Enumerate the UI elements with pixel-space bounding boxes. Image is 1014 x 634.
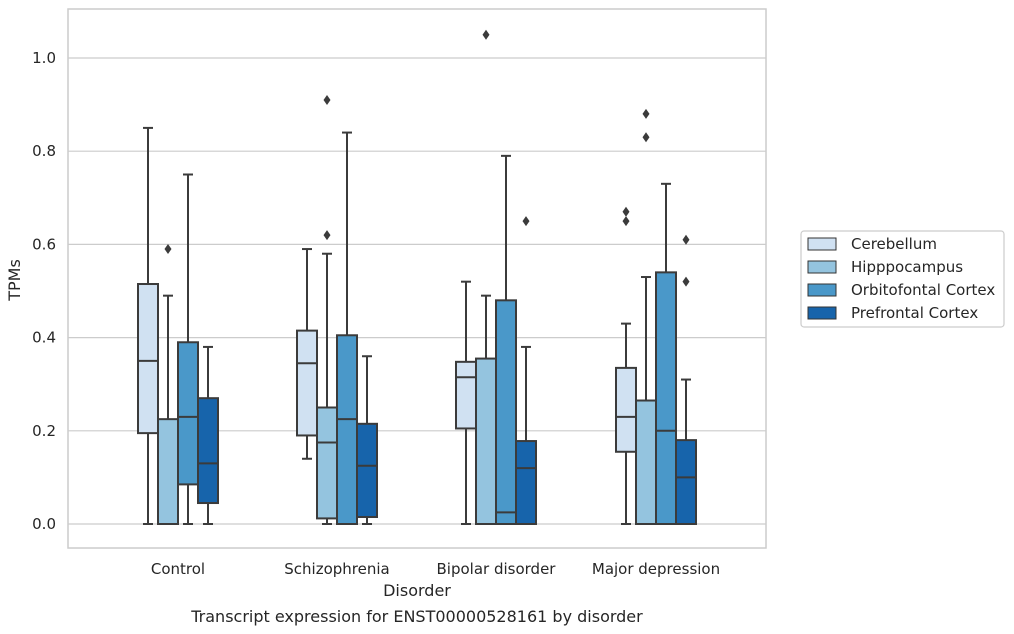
outlier-point — [642, 132, 650, 143]
outlier-point — [622, 206, 630, 217]
box-body — [495, 299, 517, 525]
y-tick-labels: 0.0 0.2 0.4 0.6 0.8 1.0 — [32, 49, 56, 533]
box-body — [515, 440, 537, 525]
y-tick-label: 0.2 — [32, 422, 56, 440]
box — [197, 345, 219, 525]
box-body — [356, 422, 378, 519]
series-hipppocampus — [157, 29, 657, 526]
box — [475, 29, 497, 525]
outlier-point — [522, 216, 530, 227]
box-body — [455, 360, 477, 430]
series-cerebellum — [137, 126, 637, 525]
legend-frame — [800, 230, 1005, 328]
box — [177, 173, 199, 525]
box-body — [137, 283, 159, 435]
outlier-point — [482, 29, 490, 40]
box — [495, 154, 517, 525]
x-axis-label: Disorder — [383, 581, 451, 600]
outlier-point — [622, 216, 630, 227]
series-prefrontal-cortex — [197, 216, 697, 525]
y-tick-label: 0.6 — [32, 235, 56, 253]
legend-swatch — [807, 260, 837, 274]
box-series — [137, 29, 697, 526]
outlier-point — [642, 108, 650, 119]
x-tick-labels: Control Schizophrenia Bipolar disorder Majo… — [151, 560, 720, 578]
series-orbitofontal-cortex — [177, 131, 677, 525]
y-axis-label: TPMs — [5, 259, 24, 302]
box-body — [635, 399, 657, 526]
box-body — [655, 271, 677, 525]
legend-label: Cerebellum — [851, 235, 937, 253]
box — [137, 126, 159, 525]
box-body — [475, 357, 497, 525]
box — [615, 206, 637, 525]
box-body — [336, 334, 358, 525]
legend: Cerebellum Hipppocampus Orbitofontal Corte… — [800, 230, 1005, 328]
legend-swatch — [807, 283, 837, 297]
box — [356, 355, 378, 525]
legend-label: Prefrontal Cortex — [851, 304, 978, 322]
y-tick-label: 0.0 — [32, 515, 56, 533]
outlier-point — [323, 94, 331, 105]
box — [336, 131, 358, 525]
box-body — [316, 406, 338, 520]
y-tick-label: 0.4 — [32, 329, 56, 347]
box — [455, 280, 477, 525]
x-tick-label: Bipolar disorder — [437, 560, 557, 578]
box-body — [615, 366, 637, 453]
x-tick-label: Control — [151, 560, 205, 578]
outlier-point — [323, 230, 331, 241]
box-body — [157, 418, 179, 525]
legend-swatch — [807, 306, 837, 320]
box — [675, 234, 697, 525]
outlier-point — [164, 244, 172, 255]
box-body — [296, 329, 318, 437]
y-tick-label: 1.0 — [32, 49, 56, 67]
outlier-point — [682, 234, 690, 245]
box — [296, 248, 318, 460]
x-tick-label: Schizophrenia — [284, 560, 389, 578]
box-body — [177, 341, 199, 486]
outlier-point — [682, 276, 690, 287]
chart-caption: Transcript expression for ENST0000052816… — [190, 607, 643, 626]
legend-label: Orbitofontal Cortex — [851, 281, 995, 299]
y-tick-label: 0.8 — [32, 142, 56, 160]
x-tick-label: Major depression — [592, 560, 720, 578]
box — [635, 108, 657, 526]
box — [515, 216, 537, 525]
box — [655, 182, 677, 525]
box — [157, 244, 179, 525]
box — [316, 94, 338, 525]
legend-swatch — [807, 237, 837, 251]
box-body — [197, 397, 219, 505]
legend-label: Hipppocampus — [851, 258, 963, 276]
plot-frame — [67, 8, 767, 549]
box-body — [675, 439, 697, 525]
